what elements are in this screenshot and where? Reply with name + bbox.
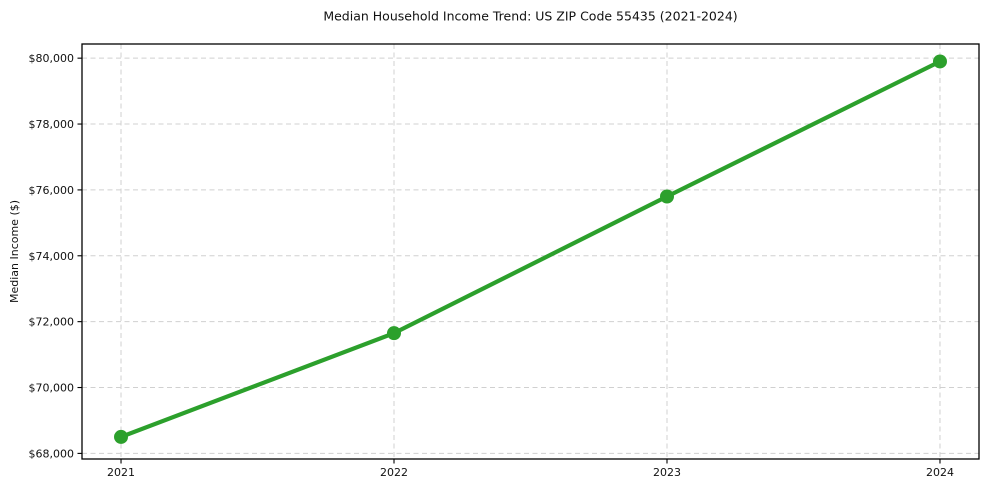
y-tick-label: $76,000 — [29, 184, 75, 197]
x-tick-label: 2021 — [107, 466, 135, 479]
y-tick-label: $74,000 — [29, 250, 75, 263]
data-point — [659, 189, 674, 204]
x-tick-label: 2024 — [926, 466, 954, 479]
y-axis-label: Median Income ($) — [8, 200, 21, 303]
plot-border — [81, 43, 980, 460]
y-tick-label: $68,000 — [29, 447, 75, 460]
y-tick-label: $72,000 — [29, 316, 75, 329]
data-point — [114, 429, 129, 444]
series-layer — [114, 54, 947, 444]
trend-line — [118, 59, 943, 440]
x-tick-label: 2022 — [380, 466, 408, 479]
chart-title: Median Household Income Trend: US ZIP Co… — [323, 9, 737, 24]
y-tick-label: $80,000 — [29, 52, 75, 65]
grid-layer — [82, 44, 979, 459]
y-tick-label: $78,000 — [29, 118, 75, 131]
data-point — [387, 326, 402, 341]
data-point — [932, 54, 947, 69]
x-tick-label: 2023 — [653, 466, 681, 479]
y-tick-label: $70,000 — [29, 382, 75, 395]
axis-layer: $68,000 $70,000 $72,000 $74,000 $76,000 $78,0… — [29, 52, 954, 479]
